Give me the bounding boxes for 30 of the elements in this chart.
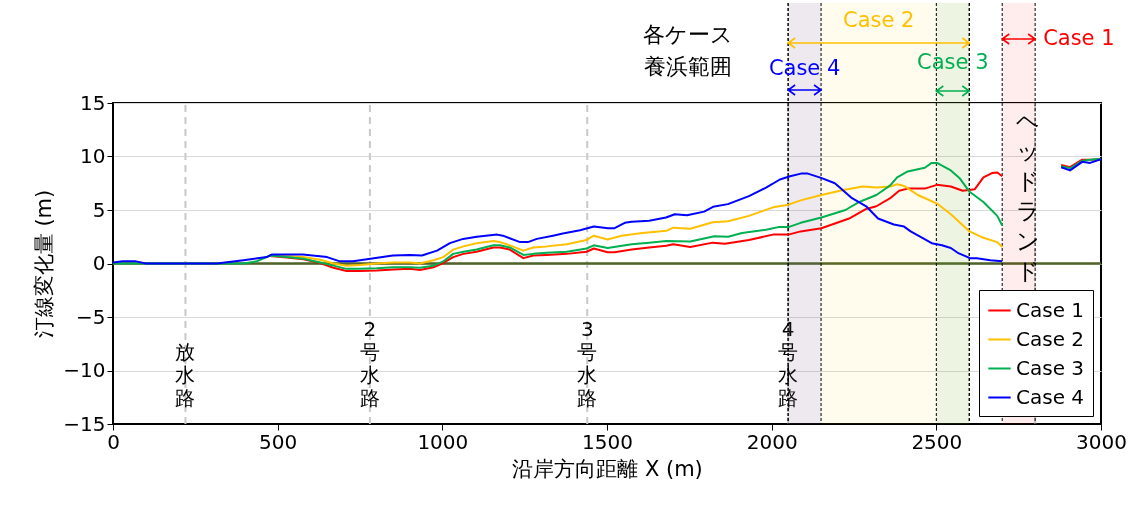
text: 各ケース — [643, 22, 733, 47]
ref-line-label: 放水路 — [175, 340, 196, 410]
y-tick-label: 10 — [80, 144, 106, 168]
x-tick-label: 500 — [259, 429, 298, 454]
legend-label: Case 2 — [1016, 326, 1085, 351]
y-tick-label: −5 — [76, 304, 106, 329]
x-tick-label: 1000 — [417, 429, 469, 454]
x-tick-label: 1500 — [582, 429, 633, 454]
band-label: Case 1 — [1043, 26, 1115, 50]
band-label: Case 3 — [917, 50, 989, 74]
band-label: Case 2 — [842, 8, 915, 32]
y-tick-label: −15 — [63, 411, 106, 436]
y-tick-label: 0 — [92, 251, 106, 275]
ref-line-label: 3号水路 — [577, 317, 598, 410]
legend-label: Case 3 — [1016, 355, 1085, 380]
y-tick-label: 15 — [80, 90, 106, 115]
annotation: ヘッドランド — [1016, 108, 1041, 284]
x-tick-label: 2500 — [911, 429, 963, 454]
legend-label: Case 1 — [1016, 297, 1085, 322]
y-tick-label: 5 — [92, 197, 106, 222]
text: 養浜範囲 — [644, 54, 732, 79]
x-tick-label: 2000 — [746, 429, 798, 454]
x-tick-label: 3000 — [1076, 429, 1127, 454]
ref-line-label: 4号水路 — [778, 317, 799, 410]
ref-line-label: 2号水路 — [359, 317, 380, 410]
y-axis-title: 汀線変化量 (m) — [32, 189, 57, 339]
x-axis-title: 沿岸方向距離 X (m) — [512, 456, 703, 481]
legend-label: Case 4 — [1016, 384, 1085, 409]
y-tick-label: −10 — [63, 358, 106, 382]
band-label: Case 4 — [768, 56, 841, 80]
